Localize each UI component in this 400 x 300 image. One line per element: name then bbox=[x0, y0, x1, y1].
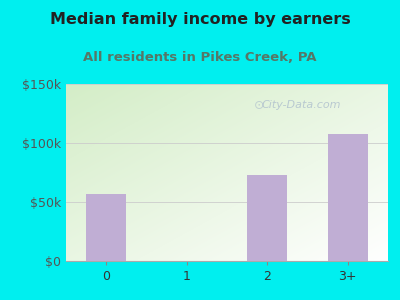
Text: Median family income by earners: Median family income by earners bbox=[50, 12, 350, 27]
Text: City-Data.com: City-Data.com bbox=[261, 100, 341, 110]
Text: All residents in Pikes Creek, PA: All residents in Pikes Creek, PA bbox=[83, 51, 317, 64]
Bar bbox=[328, 134, 368, 261]
Text: ⊙: ⊙ bbox=[254, 99, 264, 112]
Bar bbox=[86, 194, 126, 261]
Bar bbox=[247, 175, 287, 261]
